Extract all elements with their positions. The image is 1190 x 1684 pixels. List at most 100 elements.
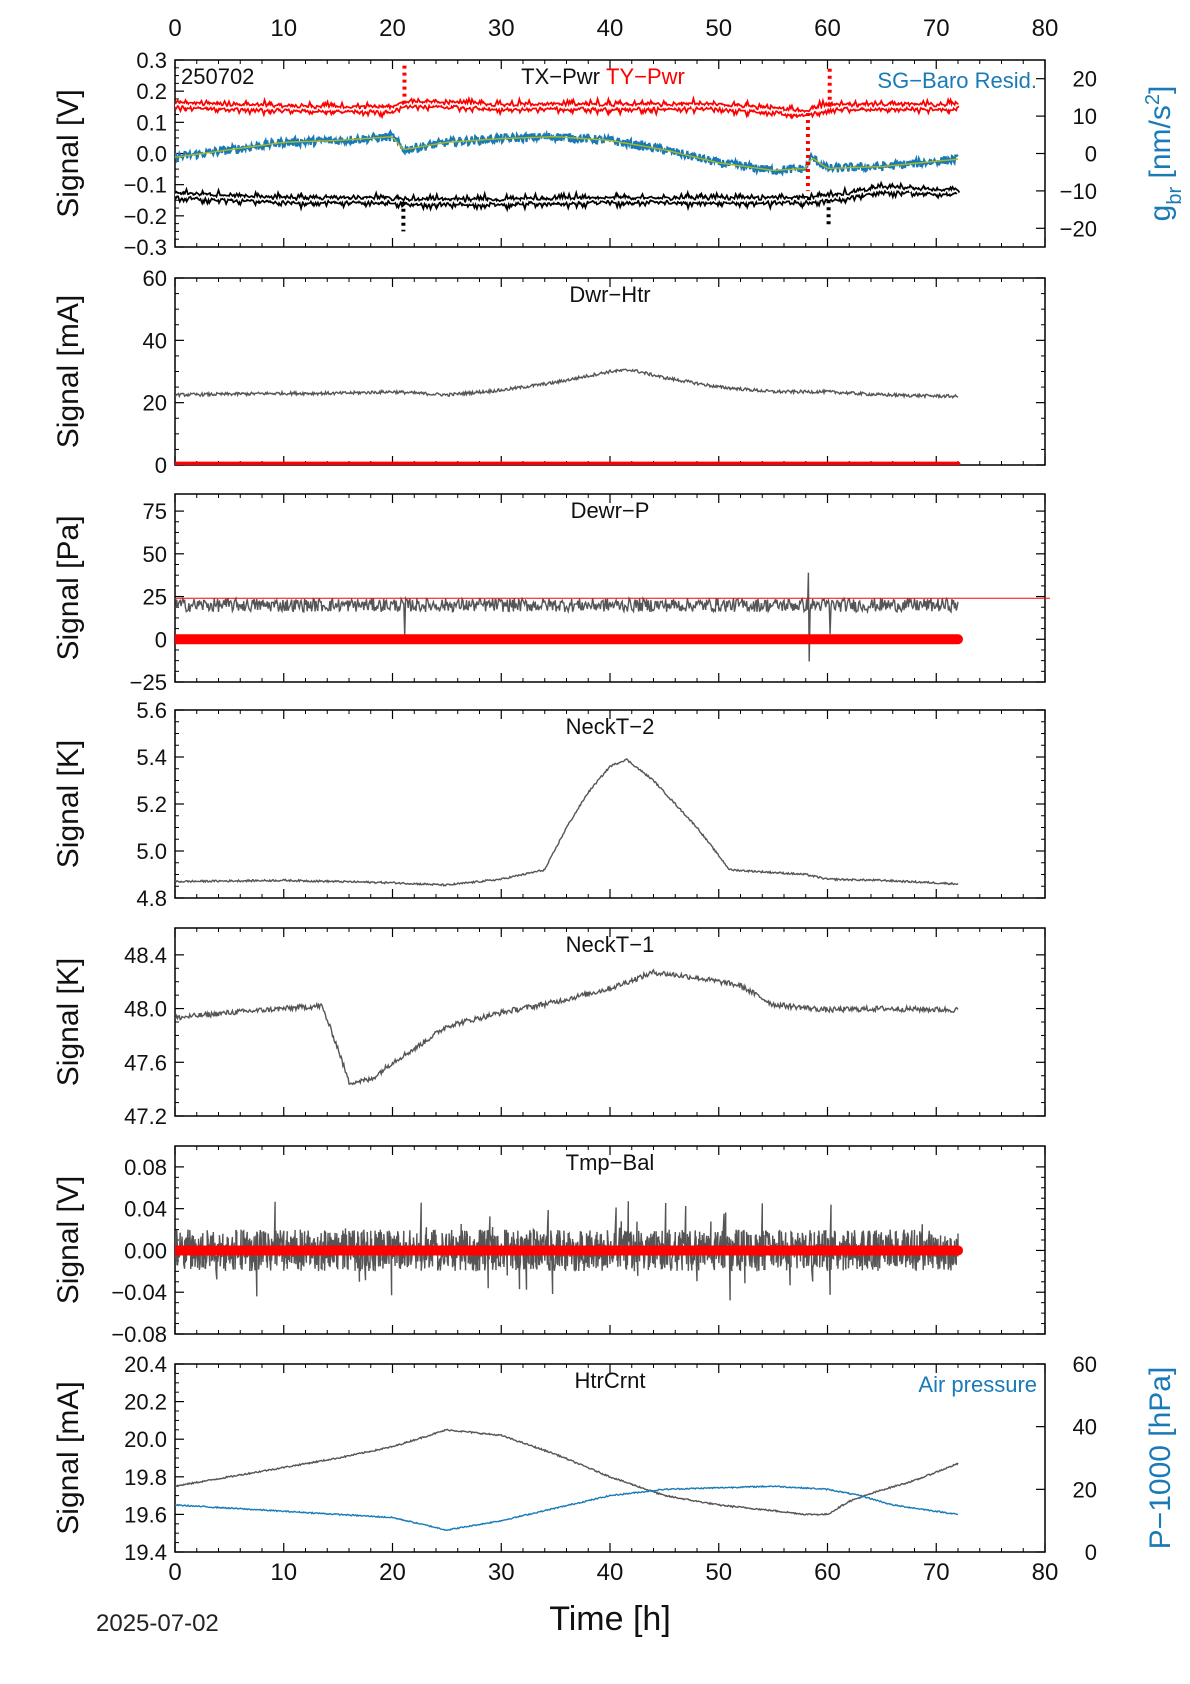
- y2-tick-label: 10: [1073, 104, 1097, 129]
- y-axis-label: Signal [mA]: [52, 295, 85, 448]
- series-trace: [175, 368, 959, 400]
- y-tick-label: 5.6: [136, 698, 167, 723]
- panel-title: Tmp−Bal: [566, 1150, 655, 1175]
- plot-area: [175, 968, 959, 1086]
- x-tick-label-bottom: 10: [270, 1559, 297, 1586]
- y-tick-label: 19.6: [124, 1502, 167, 1527]
- y2-tick-label: −20: [1060, 216, 1097, 241]
- y-tick-label: 0.04: [124, 1197, 167, 1222]
- y-tick-label: 60: [143, 266, 167, 291]
- y-tick-label: 5.0: [136, 839, 167, 864]
- x-tick-label-bottom: 70: [923, 1559, 950, 1586]
- y-tick-label: 0: [155, 453, 167, 478]
- plot-area: [175, 1201, 963, 1301]
- x-tick-label-top: 0: [168, 15, 181, 42]
- y-axis-label: Signal [V]: [52, 1176, 85, 1304]
- y-tick-label: 20.4: [124, 1352, 167, 1377]
- x-tick-label-bottom: 80: [1032, 1559, 1059, 1586]
- y-tick-label: 0.00: [124, 1238, 167, 1263]
- panel-right-title: Air pressure: [918, 1372, 1037, 1397]
- panel-title: TX−Pwr: [521, 64, 600, 89]
- panel-title-2: TY−Pwr: [606, 64, 685, 89]
- plot-area: [175, 572, 963, 662]
- y-tick-label: 5.4: [136, 745, 167, 770]
- y-tick-label: 5.2: [136, 792, 167, 817]
- panel-1: −0.3 −0.2 −0.1 0.0 0.1 0.2 0.3 Signal [V] −20 −10…: [52, 48, 1186, 260]
- y-tick-label: 20.0: [124, 1427, 167, 1452]
- y-tick-label: −25: [130, 670, 167, 695]
- y-axis-label: Signal [K]: [52, 958, 85, 1086]
- plot-area: [175, 757, 959, 887]
- y-tick-label: 47.6: [124, 1050, 167, 1075]
- y-tick-label: 19.8: [124, 1465, 167, 1490]
- x-tick-label-top: 20: [379, 15, 406, 42]
- series-black-core: [175, 185, 959, 207]
- y2-tick-label: 0: [1085, 142, 1097, 167]
- x-tick-label-bottom: 0: [168, 1559, 181, 1586]
- series-blue: [175, 1484, 958, 1532]
- y-tick-label: 20: [143, 391, 167, 416]
- y2-tick-label: 40: [1073, 1415, 1097, 1440]
- x-tick-label-top: 40: [597, 15, 624, 42]
- y-tick-label: −0.08: [111, 1322, 167, 1347]
- x-tick-label-top: 30: [488, 15, 515, 42]
- y-tick-label: 19.4: [124, 1540, 167, 1565]
- panel-4: 4.8 5.0 5.2 5.4 5.6 Signal [K] NeckT−2: [52, 698, 1046, 911]
- y2-tick-label: 20: [1073, 67, 1097, 92]
- panel-right-title: SG−Baro Resid.: [877, 68, 1037, 93]
- y-tick-label: 40: [143, 328, 167, 353]
- plot-area: [175, 1428, 959, 1532]
- panel-title: NeckT−2: [566, 714, 655, 739]
- y-tick-label: 25: [143, 585, 167, 610]
- x-tick-label-bottom: 50: [705, 1559, 732, 1586]
- y-tick-label: 0.2: [136, 79, 167, 104]
- panel-5: 47.2 47.6 48.0 48.4 Signal [K] NeckT−1: [52, 927, 1046, 1129]
- y-tick-label: 0.1: [136, 110, 167, 135]
- x-tick-label-bottom: 60: [814, 1559, 841, 1586]
- panel-7: 19.4 19.6 19.8 20.0 20.2 20.4 Signal [mA] 0 20 40…: [52, 1352, 1177, 1565]
- x-tick-labels: 0 0 10 10 20 20 30 30 40 40 50 50 60 60 70 70 80 80: [168, 15, 1058, 1586]
- series-trace: [175, 572, 959, 662]
- y2-tick-label: 0: [1085, 1540, 1097, 1565]
- y-tick-label: 0.08: [124, 1155, 167, 1180]
- y-tick-label: 0.3: [136, 48, 167, 73]
- y-axis-label: Signal [K]: [52, 740, 85, 868]
- panel-3: −25 0 25 50 75 Signal [Pa] Dewr−P: [52, 493, 1050, 695]
- y-tick-label: −0.04: [111, 1280, 167, 1305]
- y-tick-label: −0.2: [124, 204, 167, 229]
- y2-tick-label: 60: [1073, 1352, 1097, 1377]
- plot-area: [175, 368, 961, 465]
- y-tick-label: 48.0: [124, 997, 167, 1022]
- x-tick-label-top: 10: [270, 15, 297, 42]
- panel-title: Dwr−Htr: [569, 282, 650, 307]
- y-tick-label: −0.3: [124, 235, 167, 260]
- x-tick-label-bottom: 30: [488, 1559, 515, 1586]
- series-trace: [175, 757, 959, 887]
- y-tick-label: 20.2: [124, 1390, 167, 1415]
- panel-title: Dewr−P: [571, 498, 650, 523]
- y2-tick-label: 20: [1073, 1477, 1097, 1502]
- panel-tag: 250702: [181, 64, 254, 89]
- y-tick-label: 50: [143, 542, 167, 567]
- plot-area: [175, 63, 961, 232]
- y-tick-label: 75: [143, 499, 167, 524]
- y-tick-label: 4.8: [136, 886, 167, 911]
- panel-2: 0 20 40 60 Signal [mA] Dwr−Htr: [52, 266, 1046, 478]
- y-axis-label: Signal [V]: [52, 89, 85, 217]
- series-trace: [175, 1428, 959, 1516]
- series-blue: [175, 128, 959, 177]
- x-tick-label-bottom: 20: [379, 1559, 406, 1586]
- x-axis-label: Time [h]: [549, 1600, 671, 1638]
- y-tick-label: 47.2: [124, 1104, 167, 1129]
- y-tick-label: 0: [155, 627, 167, 652]
- y-tick-label: 0.0: [136, 142, 167, 167]
- y-tick-label: −0.1: [124, 173, 167, 198]
- x-tick-label-top: 50: [705, 15, 732, 42]
- panel-6: −0.08 −0.04 0.00 0.04 0.08 Signal [V] Tmp−Bal: [52, 1145, 1046, 1347]
- y-axis-label: Signal [mA]: [52, 1381, 85, 1534]
- panel-title: HtrCrnt: [575, 1368, 646, 1393]
- x-tick-label-top: 70: [923, 15, 950, 42]
- panel-title: NeckT−1: [566, 932, 655, 957]
- series-red-core: [175, 100, 959, 116]
